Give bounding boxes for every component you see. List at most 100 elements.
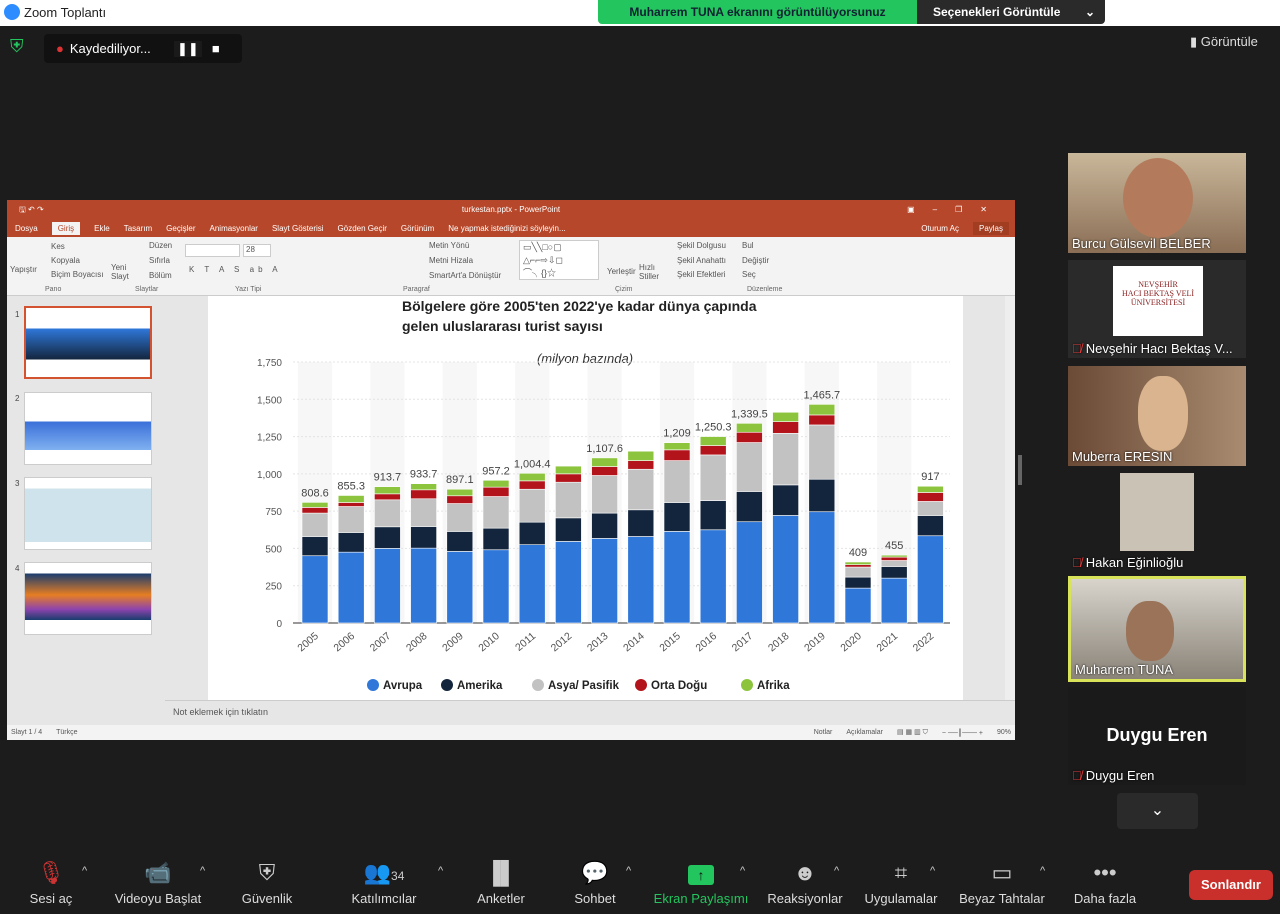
share-button[interactable]: Paylaş [972,222,1009,235]
quick-styles-button[interactable]: Hızlı Stiller [639,263,660,281]
unmute-button[interactable]: 🎙 Sesi aç [22,855,80,906]
pause-recording-button[interactable]: ❚❚ [173,40,202,57]
shapes-gallery[interactable]: ▭╲╲□○▢ △⌐⌐⇨⇩◻ ⌒╮{}☆ [519,240,599,280]
chat-button[interactable]: 💬 Sohbet [568,855,622,906]
tab-slayt-gosterisi[interactable]: Slayt Gösterisi [271,224,324,233]
tell-me-search[interactable]: Ne yapmak istediğinizi söyleyin... [448,224,566,233]
stop-recording-button[interactable]: ■ [211,41,220,56]
tab-animasyonlar[interactable]: Animasyonlar [209,224,258,233]
zoom-slider[interactable]: − ──┃─── + [941,729,983,737]
shape-fill-button[interactable]: Şekil Dolgusu [677,241,726,250]
share-screen-button[interactable]: ↑ Ekran Paylaşımı [650,855,752,906]
tab-giris[interactable]: Giriş [51,222,81,235]
participant-tile-active-speaker[interactable]: Muharrem TUNA [1068,576,1246,682]
participant-name: Hakan Eğinlioğlu [1085,555,1184,570]
tab-gecisler[interactable]: Geçişler [166,224,196,233]
more-button[interactable]: ••• Daha fazla [1070,855,1140,906]
section-button[interactable]: Bölüm [149,271,172,280]
align-text-button[interactable]: Metni Hizala [429,256,474,265]
cut-button[interactable]: Kes [51,242,65,251]
text-direction-button[interactable]: Metin Yönü [429,241,470,250]
data-label: 1,107.6 [586,443,623,455]
bar-segment-amerika [374,526,401,549]
reset-button[interactable]: Sıfırla [149,256,170,265]
y-tick-label: 0 [276,619,282,630]
notes-pane[interactable]: Not eklemek için tıklatın [165,700,1015,725]
apps-caret[interactable]: ^ [930,865,936,877]
shape-outline-button[interactable]: Şekil Anahattı [677,256,726,265]
slide-canvas[interactable]: Bölgelere göre 2005'ten 2022'ye kadar dü… [208,296,963,700]
bar-segment-asya-pasifik [482,496,510,529]
bar-segment-asya-pasifik [808,424,836,480]
language-indicator[interactable]: Türkçe [56,729,78,736]
save-icon[interactable]: 🖫 ↶ ↷ [19,205,44,214]
x-tick-label: 2011 [513,630,538,654]
window-controls[interactable]: ▣–❐✕ [907,205,1005,214]
scroll-participants-down-button[interactable]: ⌄ [1117,793,1198,829]
security-button[interactable]: ⛨ Güvenlik [236,855,298,906]
chat-caret[interactable]: ^ [626,865,632,877]
participants-button[interactable]: 👥34 Katılımcılar [346,855,422,906]
slide-thumbnail-2[interactable] [24,392,152,465]
meeting-toolbar: 🎙 Sesi aç ^ 📹 Videoyu Başlat ^ ⛨ Güvenlik 👥… [0,855,1280,914]
x-tick-label: 2019 [802,630,828,654]
splitter-handle[interactable] [1018,455,1022,485]
reactions-button[interactable]: ☻ Reaksiyonlar [764,855,846,906]
vertical-scrollbar[interactable] [1005,296,1015,700]
participant-tile[interactable]: Burcu Gülsevil BELBER [1068,153,1246,253]
bar-segment-avrupa [410,547,437,624]
comments-button[interactable]: Açıklamalar [846,729,883,736]
reactions-caret[interactable]: ^ [834,865,840,877]
replace-button[interactable]: Değiştir [742,256,770,265]
polls-button[interactable]: ▐▌ Anketler [472,855,530,906]
whiteboards-button[interactable]: ▭ Beyaz Tahtalar [956,855,1048,906]
slide-thumbnail-4[interactable] [24,562,152,635]
end-meeting-button[interactable]: Sonlandır [1189,870,1273,900]
participants-caret[interactable]: ^ [438,865,444,877]
participant-tile[interactable]: 🎙̸ Hakan Eğinlioğlu [1068,473,1246,572]
video-options-caret[interactable]: ^ [200,865,206,877]
smartart-button[interactable]: SmartArt'a Dönüştür [429,271,502,280]
tab-dosya[interactable]: Dosya [15,224,38,233]
select-button[interactable]: Seç [742,270,756,279]
tab-gozden-gecir[interactable]: Gözden Geçir [337,224,387,233]
security-shield-icon[interactable]: ⛨ [10,36,24,56]
arrange-button[interactable]: Yerleştir [607,267,636,276]
copy-button[interactable]: Kopyala [51,256,80,265]
font-size-input[interactable]: 28 [243,244,271,257]
whiteboards-caret[interactable]: ^ [1040,865,1046,877]
participant-tile[interactable]: Muberra ERESIN [1068,366,1246,466]
share-caret[interactable]: ^ [740,865,746,877]
find-button[interactable]: Bul [742,241,754,250]
paste-button[interactable]: Yapıştır [10,265,37,274]
notes-button[interactable]: Notlar [813,729,833,736]
slide-thumbnail-1[interactable] [24,306,152,379]
y-tick-label: 1,000 [257,470,282,481]
bar-segment-asya-pasifik [772,432,799,486]
view-button[interactable]: ▮ Görüntüle [1190,34,1275,58]
ppt-title: turkestan.pptx - PowerPoint [461,205,561,214]
font-format-buttons[interactable]: K T A S ab A [189,265,282,274]
layout-button[interactable]: Düzen [149,241,173,250]
start-video-button[interactable]: 📹 Videoyu Başlat [110,855,206,906]
format-painter-button[interactable]: Biçim Boyacısı [51,270,104,279]
zoom-level[interactable]: 90% [996,729,1011,736]
font-name-input[interactable] [185,244,240,257]
tab-gorunum[interactable]: Görünüm [400,224,435,233]
bar-segment-asya-pasifik [844,566,872,578]
ribbon-tabs: Dosya Giriş Ekle Tasarım Geçişler Animas… [7,220,1015,237]
tab-tasarim[interactable]: Tasarım [123,224,153,233]
apps-button[interactable]: ⌗ Uygulamalar [860,855,942,906]
new-slide-button[interactable]: Yeni Slayt [111,263,129,281]
tab-ekle[interactable]: Ekle [94,224,110,233]
view-mode-icons[interactable]: ▤ ▦ ▥ ⛉ [896,729,928,736]
view-options-button[interactable]: Seçenekleri Görüntüle ⌄ [917,0,1105,24]
shape-effects-button[interactable]: Şekil Efektleri [677,270,726,279]
slide-thumbnail-3[interactable] [24,477,152,550]
audio-options-caret[interactable]: ^ [82,865,88,877]
legend-label: Amerika [457,680,503,692]
signin-link[interactable]: Oturum Aç [921,224,959,233]
bar-segment-asya-pasifik [663,460,691,503]
participant-tile[interactable]: Duygu Eren 🎙̸ Duygu Eren [1068,687,1246,785]
participant-tile[interactable]: NEVŞEHİR HACI BEKTAŞ VELİ ÜNİVERSİTESİ 🎙̸ N… [1068,260,1246,358]
